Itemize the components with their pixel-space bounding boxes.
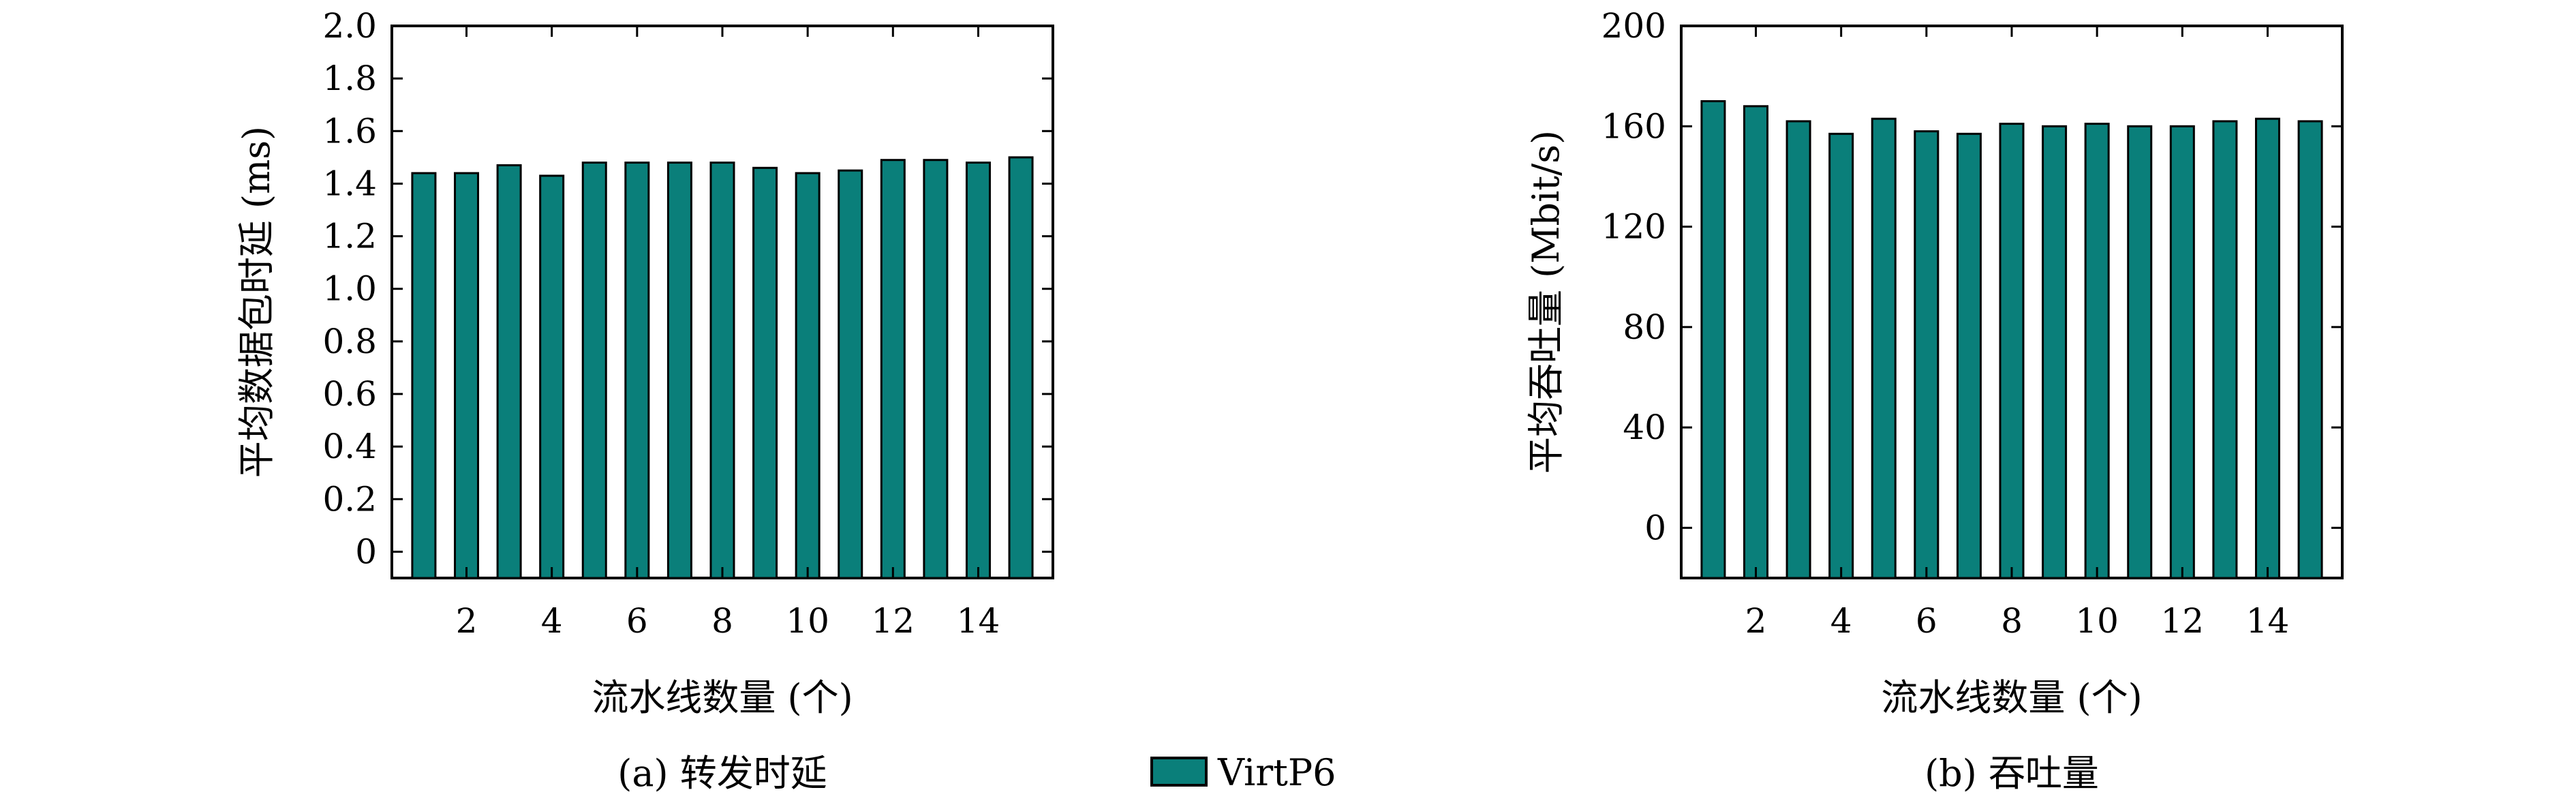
y-tick-label: 40 — [1623, 408, 1666, 447]
bar — [454, 172, 480, 579]
x-tick-label: 8 — [2001, 601, 2023, 641]
bar — [923, 159, 949, 579]
y-tick-label: 0.4 — [322, 427, 377, 466]
y-tick-label: 120 — [1601, 207, 1666, 247]
latency-chart: 0 0.2 0.4 0.6 0.8 1.0 1.2 1.4 1.6 1.8 2.0 2 4 6 8 10 12… — [235, 6, 1054, 795]
bar — [2297, 120, 2323, 579]
y-tick-label: 1.2 — [322, 217, 377, 256]
bar — [666, 162, 692, 579]
bar — [496, 164, 522, 579]
bar — [880, 159, 906, 579]
y-axis-ticks: 0 0.2 0.4 0.6 0.8 1.0 1.2 1.4 1.6 1.8 2.0 — [322, 6, 1053, 571]
x-tick-label: 8 — [711, 601, 733, 641]
x-tick-label: 2 — [1745, 601, 1767, 641]
y-tick-label: 1.4 — [322, 164, 377, 203]
bar — [411, 172, 437, 579]
bar — [1914, 130, 1939, 579]
x-axis-ticks: 2 4 6 8 10 12 14 — [1745, 26, 2290, 641]
bar — [539, 174, 565, 579]
y-tick-label: 1.6 — [322, 111, 377, 151]
x-tick-label: 6 — [626, 601, 648, 641]
x-tick-label: 10 — [2075, 601, 2119, 641]
y-tick-label: 80 — [1623, 307, 1666, 347]
bar — [1956, 132, 1982, 579]
legend-label: VirtP6 — [1217, 751, 1336, 794]
bar — [838, 169, 863, 579]
x-tick-label: 14 — [2246, 601, 2290, 641]
x-axis-label: 流水线数量 (个) — [1881, 676, 2142, 719]
bar — [752, 166, 778, 579]
bar — [624, 162, 650, 579]
y-axis-label: 平均数据包时延 (ms) — [235, 126, 278, 478]
y-tick-label: 2.0 — [322, 6, 377, 46]
bar — [2212, 120, 2238, 579]
y-tick-label: 0.2 — [322, 479, 377, 519]
bar — [1008, 156, 1034, 579]
bar — [2169, 125, 2195, 579]
bar — [581, 162, 607, 579]
bars — [411, 156, 1034, 579]
x-tick-label: 6 — [1916, 601, 1937, 641]
x-tick-label: 2 — [456, 601, 478, 641]
y-tick-label: 160 — [1601, 106, 1666, 146]
x-tick-label: 10 — [786, 601, 829, 641]
bar — [2042, 125, 2068, 579]
y-tick-label: 0.8 — [322, 322, 377, 361]
chart-caption: (a) 转发时延 — [617, 752, 827, 795]
x-tick-label: 12 — [2161, 601, 2205, 641]
bar — [1743, 105, 1769, 579]
bar — [1828, 132, 1854, 579]
bar — [1871, 117, 1897, 579]
y-tick-label: 0 — [1644, 508, 1666, 547]
x-tick-label: 4 — [541, 601, 563, 641]
y-axis-label: 平均吞吐量 (Mbit/s) — [1524, 130, 1567, 474]
bar — [1999, 123, 2025, 579]
throughput-chart: 0 40 80 120 160 200 2 4 6 8 10 12 14 平均吞吐量 (Mbit/s)… — [1524, 6, 2344, 795]
bars — [1700, 100, 2323, 579]
bar — [1785, 120, 1811, 579]
x-axis-ticks: 2 4 6 8 10 12 14 — [456, 26, 1000, 641]
x-tick-label: 4 — [1830, 601, 1852, 641]
bar — [795, 172, 821, 579]
y-tick-label: 1.0 — [322, 269, 377, 309]
y-tick-label: 1.8 — [322, 59, 377, 98]
bar — [1700, 100, 1726, 579]
x-axis-label: 流水线数量 (个) — [592, 676, 853, 719]
bar — [2254, 117, 2280, 579]
x-tick-label: 14 — [957, 601, 1000, 641]
bar — [709, 162, 735, 579]
legend-swatch — [1150, 757, 1208, 787]
x-tick-label: 12 — [872, 601, 915, 641]
y-tick-label: 0 — [355, 532, 377, 571]
y-axis-ticks: 0 40 80 120 160 200 — [1601, 6, 2342, 547]
chart-caption: (b) 吞吐量 — [1925, 752, 2099, 795]
bar — [965, 162, 991, 579]
y-tick-label: 0.6 — [322, 374, 377, 414]
bar — [2084, 123, 2110, 579]
legend: VirtP6 — [1150, 751, 1336, 794]
y-tick-label: 200 — [1601, 6, 1666, 46]
bar — [2127, 125, 2153, 579]
